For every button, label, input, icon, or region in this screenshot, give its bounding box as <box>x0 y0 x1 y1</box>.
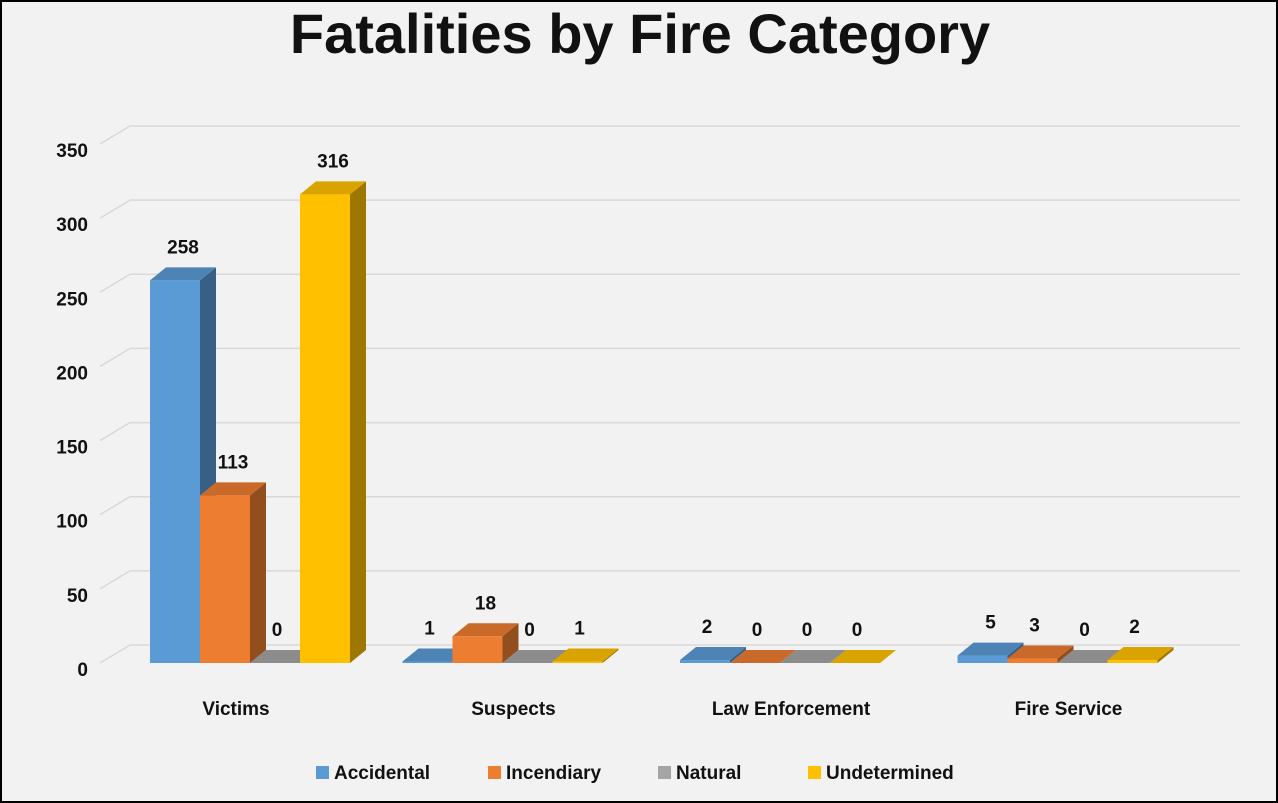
value-label: 0 <box>1079 620 1090 641</box>
bar <box>1007 658 1058 663</box>
value-label: 0 <box>752 620 763 641</box>
legend-label: Natural <box>676 763 741 784</box>
value-label: 258 <box>167 237 199 258</box>
bar <box>1107 660 1158 663</box>
x-tick-label: Fire Service <box>1015 699 1123 720</box>
bar <box>452 636 503 663</box>
legend-swatch <box>488 766 501 779</box>
bar-top <box>200 482 266 496</box>
bar-side <box>1057 645 1074 663</box>
bar-top <box>1057 650 1124 663</box>
value-label: 0 <box>272 620 283 641</box>
legend-swatch <box>658 766 671 779</box>
bar-top <box>502 650 569 663</box>
value-label: 18 <box>475 593 496 614</box>
bar-side <box>1157 647 1174 663</box>
y-tick-label: 250 <box>56 289 88 310</box>
value-label: 1 <box>424 619 435 640</box>
legend-swatch <box>808 766 821 779</box>
grid-line <box>99 421 131 442</box>
value-label: 1 <box>574 619 585 640</box>
legend-swatch <box>316 766 329 779</box>
value-label: 3 <box>1029 616 1040 637</box>
value-label: 2 <box>1129 617 1140 638</box>
bar <box>957 655 1008 663</box>
y-tick-label: 0 <box>77 660 88 681</box>
bar-side <box>602 648 619 663</box>
bar-side <box>350 181 366 663</box>
bar-top <box>1107 647 1174 661</box>
grid-line <box>99 273 131 293</box>
bar-top <box>552 648 619 662</box>
grid-line <box>99 199 131 219</box>
value-label: 316 <box>317 151 349 172</box>
bar-top <box>680 647 746 661</box>
value-label: 2 <box>702 617 713 638</box>
bar-top <box>1007 645 1074 659</box>
bar-top <box>250 650 316 663</box>
value-label: 113 <box>218 452 249 473</box>
x-tick-label: Suspects <box>471 699 555 720</box>
y-tick-label: 350 <box>56 141 88 162</box>
value-label: 0 <box>852 620 863 641</box>
value-label: 0 <box>524 620 535 641</box>
bar-side <box>502 623 519 663</box>
x-tick-label: Victims <box>202 699 269 720</box>
grid-line <box>99 570 131 590</box>
chart-title: Fatalities by Fire Category <box>290 2 990 65</box>
y-tick-label: 150 <box>56 438 88 459</box>
bar <box>552 661 603 663</box>
bar-side <box>730 647 746 663</box>
bar <box>300 194 350 663</box>
value-label: 0 <box>802 620 813 641</box>
bar-top <box>957 642 1024 656</box>
legend-label: Incendiary <box>506 763 601 784</box>
bar-top <box>780 650 846 663</box>
y-tick-label: 100 <box>56 512 88 533</box>
bar <box>402 661 453 663</box>
y-tick-label: 300 <box>56 215 88 236</box>
y-tick-label: 200 <box>56 363 88 384</box>
bar-top <box>730 650 796 663</box>
bar <box>680 660 730 663</box>
x-tick-label: Law Enforcement <box>712 699 871 720</box>
bar-top <box>150 267 216 281</box>
value-label: 5 <box>985 613 996 634</box>
bar-top <box>300 181 366 195</box>
grid-line <box>99 125 131 145</box>
bar-top <box>830 650 896 663</box>
grid-line <box>99 347 131 368</box>
legend-label: Undetermined <box>826 763 954 784</box>
bar-top <box>452 623 519 637</box>
bar-side <box>250 482 266 663</box>
legend-label: Accidental <box>334 763 430 784</box>
grid-line <box>99 644 131 664</box>
bar <box>200 495 250 663</box>
bar <box>150 280 200 663</box>
bar-top <box>402 648 469 662</box>
y-tick-label: 50 <box>67 586 88 607</box>
grid-line <box>99 496 131 516</box>
